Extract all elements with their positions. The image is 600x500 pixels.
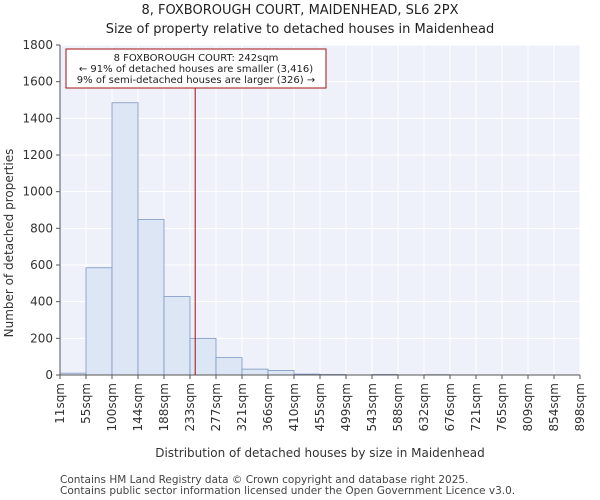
x-tick-label: 277sqm xyxy=(209,383,223,431)
x-tick-label: 366sqm xyxy=(261,383,275,431)
x-tick-label: 632sqm xyxy=(417,383,431,431)
x-tick-label: 455sqm xyxy=(313,383,327,431)
footer-line-1: Contains HM Land Registry data © Crown c… xyxy=(60,474,469,486)
y-tick-label: 1800 xyxy=(22,38,53,52)
x-tick-label: 499sqm xyxy=(339,383,353,431)
annotation-line-1: 8 FOXBOROUGH COURT: 242sqm xyxy=(114,53,279,64)
footer-line-2: Contains public sector information licen… xyxy=(60,485,516,497)
x-tick-label: 543sqm xyxy=(365,383,379,431)
x-tick-label: 144sqm xyxy=(131,383,145,431)
x-tick-label: 588sqm xyxy=(391,383,405,431)
x-tick-label: 721sqm xyxy=(469,383,483,431)
y-tick-label: 1600 xyxy=(22,75,53,89)
y-tick-label: 1000 xyxy=(22,185,53,199)
y-tick-label: 0 xyxy=(45,368,53,382)
x-tick-label: 11sqm xyxy=(53,383,67,424)
histogram-bar xyxy=(111,102,139,376)
annotation-line-2: ← 91% of detached houses are smaller (3,… xyxy=(79,64,313,75)
y-tick-label: 600 xyxy=(30,258,53,272)
x-tick-label: 188sqm xyxy=(157,383,171,431)
x-tick-label: 55sqm xyxy=(79,383,93,424)
y-tick-label: 1400 xyxy=(22,111,53,125)
histogram-bar xyxy=(163,296,191,376)
x-tick-label: 809sqm xyxy=(521,383,535,431)
histogram-bar xyxy=(85,267,113,376)
x-axis-label: Distribution of detached houses by size … xyxy=(155,446,485,460)
x-tick-label: 854sqm xyxy=(547,383,561,431)
y-axis-label: Number of detached properties xyxy=(2,149,16,338)
y-tick-label: 400 xyxy=(30,295,53,309)
y-tick-label: 200 xyxy=(30,331,53,345)
histogram-bar xyxy=(137,219,165,376)
y-tick-label: 1200 xyxy=(22,148,53,162)
histogram-bar xyxy=(215,357,243,376)
histogram-bar xyxy=(267,370,295,376)
chart-subtitle: Size of property relative to detached ho… xyxy=(105,22,495,37)
histogram-bar xyxy=(241,368,269,376)
x-tick-label: 100sqm xyxy=(105,383,119,431)
annotation-box xyxy=(65,48,327,89)
x-tick-label: 233sqm xyxy=(183,383,197,431)
x-tick-label: 898sqm xyxy=(573,383,587,431)
histogram-bar xyxy=(189,337,217,376)
bar-layer xyxy=(59,102,451,376)
x-tick-label: 321sqm xyxy=(235,383,249,431)
y-tick-label: 800 xyxy=(30,221,53,235)
x-tick-label: 765sqm xyxy=(495,383,509,431)
axis-layer: 0 200 400 600 800 1000 1200 1400 1600 1800 11sqm 55… xyxy=(22,38,587,431)
x-tick-label: 676sqm xyxy=(443,383,457,431)
annotation-line-3: 9% of semi-detached houses are larger (3… xyxy=(77,75,315,86)
x-tick-label: 410sqm xyxy=(287,383,301,431)
chart-title: 8, FOXBOROUGH COURT, MAIDENHEAD, SL6 2PX xyxy=(141,3,459,18)
annotation-layer: 8 FOXBOROUGH COURT: 242sqm ← 91% of deta… xyxy=(65,48,327,89)
